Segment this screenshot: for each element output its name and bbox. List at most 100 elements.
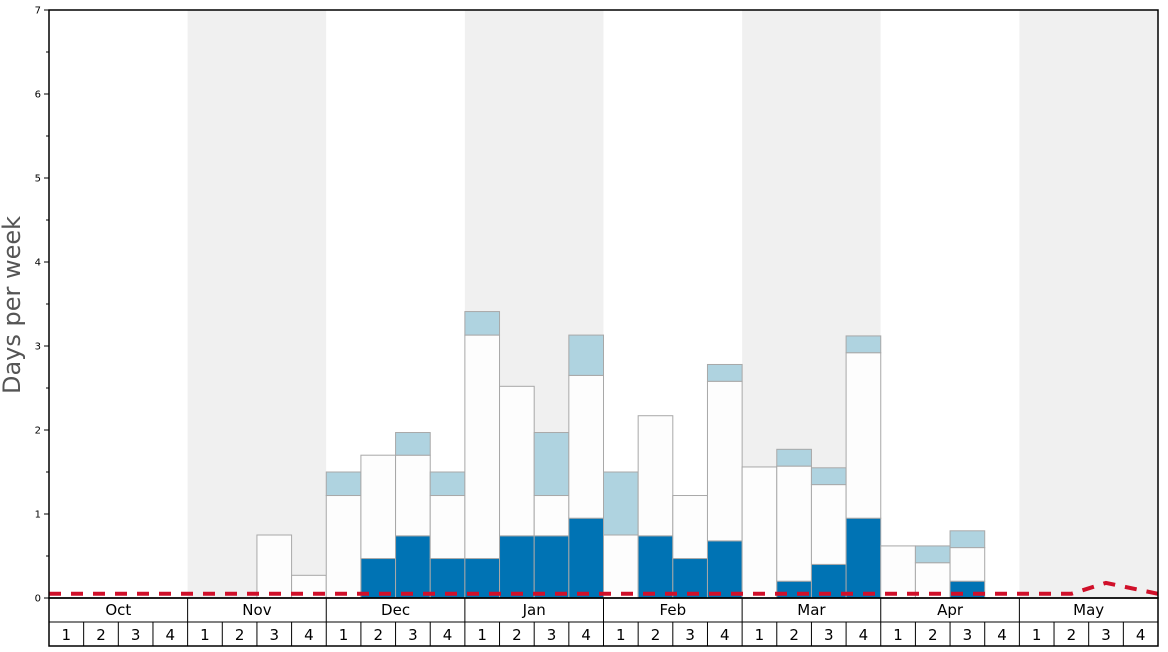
reference-line: [49, 580, 1159, 596]
bar-segment: [706, 380, 743, 542]
month-label: Nov: [242, 601, 271, 619]
week-label: 1: [1032, 626, 1042, 644]
week-label: 2: [512, 626, 522, 644]
bar-segment: [603, 534, 639, 599]
bar-segment: [845, 517, 882, 599]
month-band: [1019, 10, 1158, 598]
bar-segment: [568, 517, 604, 599]
bar-segment: [464, 334, 501, 560]
week-label: 2: [96, 626, 106, 644]
bar-segment: [256, 534, 293, 599]
y-ticks: 0 1 2 3 4 5 6 7: [35, 6, 49, 605]
week-label: 1: [755, 626, 765, 644]
bar-segment: [499, 385, 535, 537]
y-tick-label: 1: [35, 510, 41, 521]
bar-segment: [395, 454, 431, 537]
month-band: [880, 10, 1020, 598]
bars: [256, 311, 986, 599]
week-label: 3: [824, 626, 834, 644]
bar-segment: [568, 374, 604, 519]
bar-segment: [845, 335, 882, 354]
week-label: 4: [581, 626, 591, 644]
x-axis-table: Oct Nov Dec Jan Feb Mar Apr May 1 2 3 4 1 2 3 4 1 2 3 4 1 2 3 4…: [48, 597, 1159, 647]
week-label: 3: [963, 626, 973, 644]
week-label: 3: [1101, 626, 1111, 644]
y-tick-label: 5: [35, 174, 41, 185]
week-label: 3: [269, 626, 279, 644]
y-tick-label: 3: [35, 342, 41, 353]
bar-segment: [845, 352, 882, 519]
bar-segment: [533, 495, 570, 537]
week-label: 1: [339, 626, 349, 644]
week-label: 2: [651, 626, 661, 644]
bar-segment: [429, 471, 466, 497]
bar-segment: [810, 484, 847, 565]
bar-segment: [914, 545, 951, 564]
week-label: 4: [859, 626, 869, 644]
bar-segment: [464, 311, 501, 336]
bar-segment: [395, 535, 431, 599]
month-label: Oct: [105, 601, 131, 619]
bar-segment: [429, 495, 466, 560]
week-label: 2: [789, 626, 799, 644]
month-label: May: [1073, 601, 1104, 619]
week-label: 2: [235, 626, 245, 644]
bar-segment: [776, 448, 812, 467]
bar-segment: [706, 540, 743, 599]
week-label: 3: [131, 626, 141, 644]
month-label: Feb: [660, 601, 687, 619]
month-band: [187, 10, 327, 598]
bar-segment: [706, 363, 743, 382]
bar-segment: [741, 466, 778, 599]
month-label: Jan: [522, 601, 546, 619]
bar-segment: [533, 432, 570, 497]
bar-segment: [810, 467, 847, 486]
bar-segment: [533, 535, 570, 599]
y-tick-label: 0: [35, 594, 41, 605]
bar-segment: [568, 334, 604, 376]
week-label: 2: [1067, 626, 1077, 644]
week-label: 4: [443, 626, 453, 644]
bar-segment: [672, 495, 708, 560]
bar-segment: [429, 558, 466, 599]
y-tick-label: 4: [35, 258, 41, 269]
week-label: 1: [62, 626, 72, 644]
bar-segment: [603, 471, 639, 536]
week-label: 4: [1136, 626, 1146, 644]
week-label: 3: [547, 626, 557, 644]
reference-line-path: [49, 580, 1159, 596]
week-label: 3: [685, 626, 695, 644]
week-label: 1: [477, 626, 487, 644]
week-label: 1: [893, 626, 903, 644]
bar-segment: [776, 465, 812, 582]
bar-segment: [325, 495, 362, 599]
bar-segment: [360, 454, 397, 560]
month-label: Mar: [797, 601, 826, 619]
week-label: 1: [200, 626, 210, 644]
month-band: [49, 10, 188, 598]
week-label: 1: [616, 626, 626, 644]
bar-segment: [949, 530, 986, 549]
month-label: Apr: [937, 601, 964, 619]
week-label: 4: [166, 626, 176, 644]
y-tick-label: 2: [35, 426, 41, 437]
y-tick-label: 6: [35, 90, 41, 101]
week-label: 2: [928, 626, 938, 644]
y-tick-label: 7: [35, 6, 41, 17]
bar-segment: [880, 545, 916, 599]
month-label: Dec: [381, 601, 410, 619]
bar-segment: [637, 415, 674, 537]
bar-segment: [325, 471, 362, 497]
week-label: 4: [304, 626, 314, 644]
bar-segment: [949, 547, 986, 582]
week-label: 3: [408, 626, 418, 644]
bar-segment: [499, 535, 535, 599]
bar-segment: [395, 432, 431, 456]
week-label: 2: [373, 626, 383, 644]
week-label: 4: [720, 626, 730, 644]
y-axis-label: Days per week: [0, 216, 26, 394]
bar-segment: [637, 535, 674, 599]
week-label: 4: [997, 626, 1007, 644]
